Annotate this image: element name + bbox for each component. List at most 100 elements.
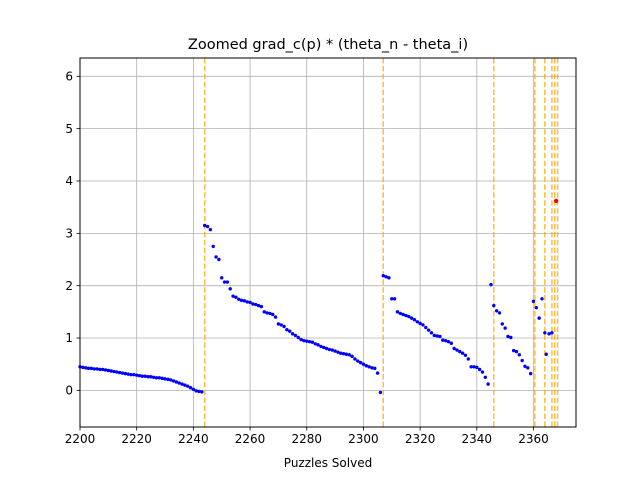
data-point <box>168 378 173 382</box>
data-point <box>171 379 176 383</box>
data-point <box>432 333 436 338</box>
data-point <box>446 339 451 344</box>
data-point <box>282 324 286 329</box>
data-point <box>81 365 85 370</box>
x-tick-label: 2280 <box>291 432 322 446</box>
y-tick-label: 5 <box>65 122 73 136</box>
data-point <box>520 358 524 363</box>
data-point <box>412 318 417 322</box>
data-point <box>129 372 133 377</box>
data-point <box>117 370 122 375</box>
x-tick-label: 2300 <box>348 432 379 446</box>
data-point <box>483 375 488 379</box>
data-point <box>547 332 551 336</box>
data-point <box>322 345 326 350</box>
data-point <box>333 349 337 353</box>
data-point <box>305 339 309 343</box>
data-point <box>435 334 439 338</box>
data-point <box>438 334 442 339</box>
data-point <box>217 257 221 262</box>
data-point <box>98 367 102 372</box>
x-axis-ticks: 2200 2220 2240 2260 2280 2300 2320 2340 2360 <box>65 427 549 446</box>
data-point <box>475 365 479 370</box>
data-point <box>256 303 261 308</box>
data-point <box>290 332 295 336</box>
data-point <box>384 275 388 279</box>
x-tick-label: 2340 <box>462 432 493 446</box>
data-point <box>273 315 278 319</box>
data-point <box>214 255 218 259</box>
data-point <box>126 372 130 376</box>
data-point <box>528 371 533 376</box>
data-point <box>375 371 380 375</box>
data-point <box>285 327 289 332</box>
data-point <box>540 297 544 301</box>
chart-title: Zoomed grad_c(p) * (theta_n - theta_i) <box>188 37 468 53</box>
data-point <box>296 335 300 340</box>
data-point <box>381 274 385 278</box>
data-point <box>143 374 147 378</box>
data-point <box>418 321 422 326</box>
data-point <box>203 223 207 228</box>
data-point <box>259 304 264 309</box>
data-point <box>497 311 502 315</box>
data-point <box>103 368 108 372</box>
data-point <box>242 299 247 303</box>
data-point <box>293 333 298 338</box>
data-point <box>537 316 541 320</box>
plot-area <box>80 58 576 427</box>
data-point <box>89 366 94 371</box>
data-point <box>276 322 281 326</box>
data-point <box>341 352 346 356</box>
data-point <box>299 337 303 342</box>
data-point <box>251 302 255 306</box>
data-point <box>489 282 493 287</box>
data-point <box>180 382 184 386</box>
x-tick-label: 2220 <box>121 432 152 446</box>
data-point <box>197 389 201 394</box>
data-point <box>123 371 128 376</box>
data-point <box>154 376 159 380</box>
data-point <box>517 353 522 357</box>
data-point <box>137 374 142 378</box>
data-point <box>146 375 150 379</box>
data-point <box>174 380 179 384</box>
data-point <box>356 359 360 363</box>
data-point <box>222 280 227 284</box>
data-point <box>228 287 232 291</box>
data-point <box>350 354 354 359</box>
highlight-point <box>553 198 559 204</box>
x-tick-label: 2200 <box>65 432 96 446</box>
data-point <box>373 366 377 371</box>
data-point <box>186 384 190 388</box>
data-point <box>200 390 204 394</box>
data-point <box>526 366 530 370</box>
data-point <box>404 313 408 318</box>
data-point <box>347 353 351 357</box>
data-point <box>469 365 473 369</box>
x-tick-label: 2320 <box>405 432 436 446</box>
data-point <box>324 346 329 351</box>
data-point <box>506 334 510 339</box>
data-point <box>458 349 462 354</box>
data-point <box>316 343 320 347</box>
y-tick-label: 4 <box>65 174 73 188</box>
data-point <box>463 353 468 357</box>
data-point <box>310 340 315 344</box>
data-point <box>160 376 164 381</box>
data-point <box>370 366 374 370</box>
data-point <box>307 339 312 344</box>
data-point <box>205 224 210 229</box>
data-point <box>106 368 111 373</box>
data-point <box>477 367 482 372</box>
data-point <box>344 352 349 356</box>
vertical-markers <box>203 58 559 427</box>
data-point <box>262 310 266 314</box>
data-point <box>466 357 470 361</box>
data-points <box>78 198 559 395</box>
data-point <box>95 367 99 371</box>
data-point <box>494 309 499 313</box>
data-point <box>254 302 258 307</box>
data-point <box>330 348 334 352</box>
